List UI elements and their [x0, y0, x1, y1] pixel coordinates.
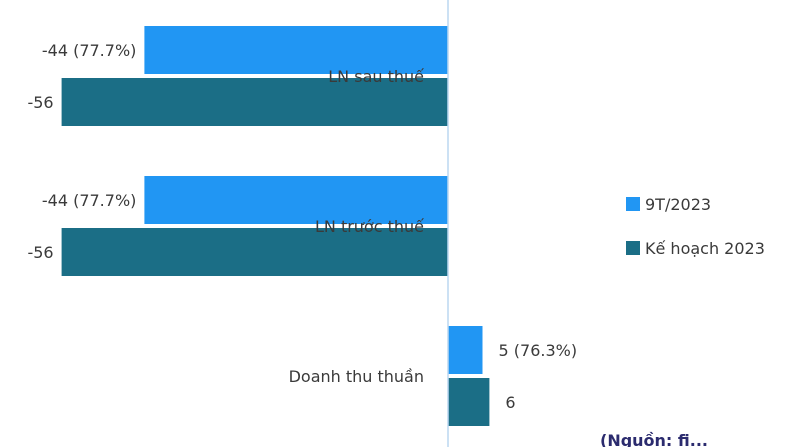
legend-label: Kế hoạch 2023: [645, 239, 765, 258]
bar-plan-1: [61, 228, 448, 276]
legend: 9T/2023 Kế hoạch 2023: [626, 195, 765, 258]
bar-plan-0: [61, 78, 448, 126]
footer-text: (Nguồn: fi...: [600, 431, 708, 447]
data-label: 6: [505, 393, 515, 412]
labels-layer: -44 (77.7%) -56 LN sau thuế -44 (77.7%) -56 L…: [27, 41, 577, 412]
bar-actual-1: [144, 176, 448, 224]
bar-actual-0: [144, 26, 448, 74]
data-label: -44 (77.7%): [42, 41, 137, 60]
bars-layer: [61, 26, 490, 426]
data-label: -44 (77.7%): [42, 191, 137, 210]
data-label: -56: [27, 243, 53, 262]
data-label: -56: [27, 93, 53, 112]
legend-label: 9T/2023: [645, 195, 711, 214]
legend-swatch: [626, 197, 640, 211]
category-label: LN trước thuế: [315, 217, 424, 236]
bar-plan-2: [448, 378, 490, 426]
bar-actual-2: [448, 326, 483, 374]
data-label: 5 (76.3%): [499, 341, 578, 360]
category-label: LN sau thuế: [328, 67, 424, 86]
legend-swatch: [626, 241, 640, 255]
category-label: Doanh thu thuần: [289, 367, 424, 386]
